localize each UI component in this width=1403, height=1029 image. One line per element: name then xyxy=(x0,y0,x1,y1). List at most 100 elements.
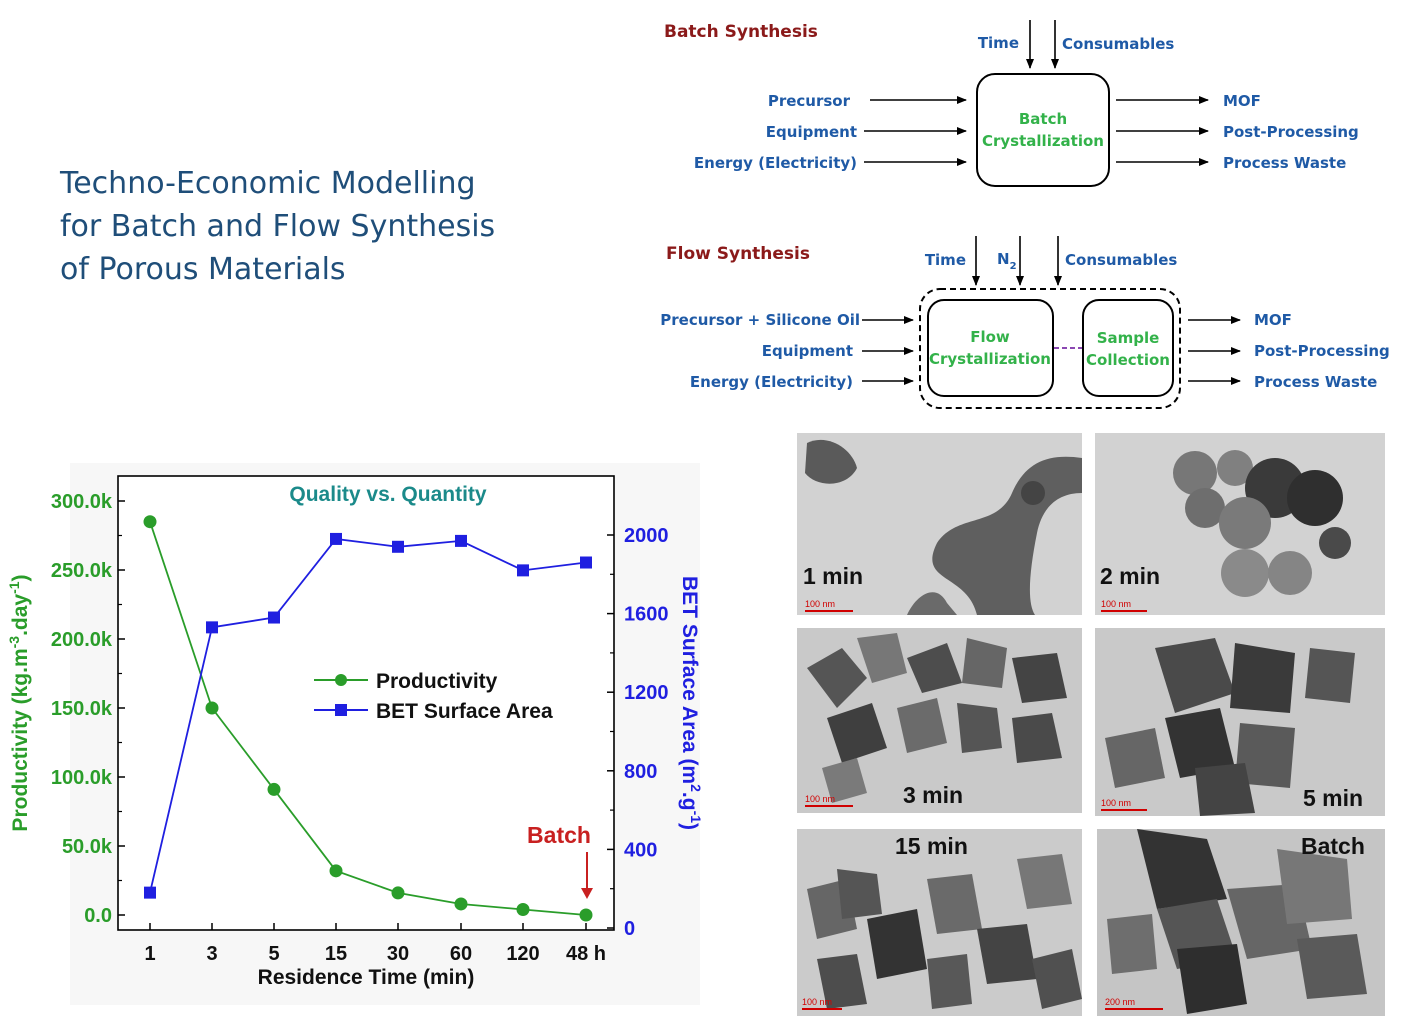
tem-label-3min: 3 min xyxy=(903,782,964,808)
bet-point xyxy=(455,534,467,547)
flow-box2-line-1: Sample xyxy=(1097,329,1160,347)
batch-input-energy: Energy (Electricity) xyxy=(694,154,857,172)
x-tick-label: 48 h xyxy=(566,943,606,965)
flow-box1-line-1: Flow xyxy=(970,328,1010,346)
legend-bet: BET Surface Area xyxy=(376,700,553,723)
tem-image-3min: 3 min 100 nm xyxy=(797,628,1082,813)
flow-output-postprocessing: Post-Processing xyxy=(1254,342,1390,360)
left-tick-label: 0.0 xyxy=(84,905,112,927)
tem-texture-batch xyxy=(1107,829,1367,1014)
page-title: Techno-Economic Modelling for Batch and … xyxy=(60,162,580,291)
productivity-point xyxy=(267,782,281,796)
productivity-point xyxy=(329,864,343,878)
batch-box-line-2: Crystallization xyxy=(982,132,1104,150)
title-line-1: Techno-Economic Modelling xyxy=(60,166,476,201)
legend-productivity-marker xyxy=(335,674,347,686)
flow-input-precursor: Precursor + Silicone Oil xyxy=(660,311,860,329)
flow-time-label: Time xyxy=(925,251,966,269)
tem-texture-2min xyxy=(1173,450,1351,597)
flow-output-mof: MOF xyxy=(1254,311,1292,329)
scale-bar-1min: 100 nm xyxy=(805,599,853,612)
bet-point xyxy=(580,556,592,569)
x-tick-label: 30 xyxy=(387,943,409,965)
productivity-point xyxy=(454,897,468,911)
x-tick-label: 3 xyxy=(206,943,217,965)
tem-image-2min: 2 min 100 nm xyxy=(1095,433,1385,615)
x-tick-label: 120 xyxy=(506,943,539,965)
right-tick-label: 2000 xyxy=(624,525,669,547)
productivity-point xyxy=(391,886,405,900)
flow-n2-label: N2 xyxy=(997,250,1017,272)
scale-bar-batch: 200 nm xyxy=(1105,997,1163,1010)
tem-texture-15min xyxy=(807,854,1082,1009)
productivity-point xyxy=(205,701,219,715)
x-tick-label: 5 xyxy=(268,943,279,965)
tem-image-batch: Batch 200 nm xyxy=(1097,829,1385,1016)
productivity-point xyxy=(516,902,530,916)
productivity-bet-chart: Quality vs. Quantity 0.050.0k100.0k150.0… xyxy=(6,463,704,1005)
bet-point xyxy=(517,564,529,577)
flow-consumables-label: Consumables xyxy=(1065,251,1177,269)
productivity-point xyxy=(143,515,157,529)
bet-point xyxy=(144,886,156,899)
scale-bar-15min: 100 nm xyxy=(802,997,842,1010)
batch-time-label: Time xyxy=(978,34,1019,52)
flow-box1-line-2: Crystallization xyxy=(929,350,1051,368)
tem-label-1min: 1 min xyxy=(803,563,864,589)
sample-collection-box xyxy=(1082,299,1174,397)
legend-productivity: Productivity xyxy=(376,670,498,693)
bet-point xyxy=(330,532,342,545)
x-axis: 1 3 5 15 30 60 120 48 h xyxy=(144,923,606,965)
tem-texture-5min xyxy=(1105,638,1355,816)
batch-annotation-arrowhead xyxy=(581,888,593,899)
tem-label-2min: 2 min xyxy=(1100,563,1161,589)
title-line-2: for Batch and Flow Synthesis xyxy=(60,209,496,244)
flow-input-energy: Energy (Electricity) xyxy=(690,373,853,391)
tem-label-5min: 5 min xyxy=(1303,785,1364,811)
batch-annotation: Batch xyxy=(527,822,591,848)
y-axis-label-left: Productivity (kg.m-3.day-1) xyxy=(6,574,32,831)
chart-title: Quality vs. Quantity xyxy=(289,483,487,506)
batch-output-waste: Process Waste xyxy=(1223,154,1346,172)
flow-output-waste: Process Waste xyxy=(1254,373,1377,391)
left-axis: 0.0 50.0k 100.0k 150.0k 200.0k 250.0k 300.0k xyxy=(51,491,125,927)
right-tick-label: 800 xyxy=(624,761,657,783)
scale-bar-3min: 100 nm xyxy=(805,794,853,807)
series-line-bet xyxy=(149,537,587,893)
batch-input-precursor: Precursor xyxy=(768,92,851,110)
batch-box-line-1: Batch xyxy=(1019,110,1067,128)
flow-input-equipment: Equipment xyxy=(762,342,853,360)
left-tick-label: 50.0k xyxy=(62,836,113,858)
bet-point xyxy=(206,621,218,634)
x-tick-label: 60 xyxy=(450,943,472,965)
batch-output-mof: MOF xyxy=(1223,92,1261,110)
left-tick-label: 100.0k xyxy=(51,767,113,789)
title-line-3: of Porous Materials xyxy=(60,252,346,287)
right-tick-label: 1200 xyxy=(624,682,669,704)
left-tick-label: 300.0k xyxy=(51,491,113,513)
tem-label-batch: Batch xyxy=(1301,833,1365,859)
flow-system-boundary xyxy=(919,288,1181,409)
series-line-productivity xyxy=(149,521,587,916)
left-tick-label: 250.0k xyxy=(51,560,113,582)
right-tick-label: 400 xyxy=(624,839,657,861)
batch-input-equipment: Equipment xyxy=(766,123,857,141)
bet-point xyxy=(268,611,280,624)
x-tick-label: 15 xyxy=(325,943,347,965)
flow-heading: Flow Synthesis xyxy=(666,244,810,264)
flow-box2-line-2: Collection xyxy=(1086,351,1170,369)
left-tick-label: 200.0k xyxy=(51,629,113,651)
batch-crystallization-box xyxy=(976,73,1110,187)
process-diagram: Batch Synthesis Time Consumables Precurs… xyxy=(660,20,1390,409)
bet-point xyxy=(392,540,404,553)
productivity-point xyxy=(579,908,593,922)
plot-frame xyxy=(117,475,615,931)
tem-image-5min: 5 min 100 nm xyxy=(1095,628,1385,816)
legend-bet-marker xyxy=(335,704,347,716)
batch-consumables-label: Consumables xyxy=(1062,35,1174,53)
x-axis-label: Residence Time (min) xyxy=(258,966,475,989)
tem-texture-1min xyxy=(805,439,1082,615)
left-tick-label: 150.0k xyxy=(51,698,113,720)
scale-bar-5min: 100 nm xyxy=(1101,798,1147,811)
legend: Productivity BET Surface Area xyxy=(314,670,553,723)
